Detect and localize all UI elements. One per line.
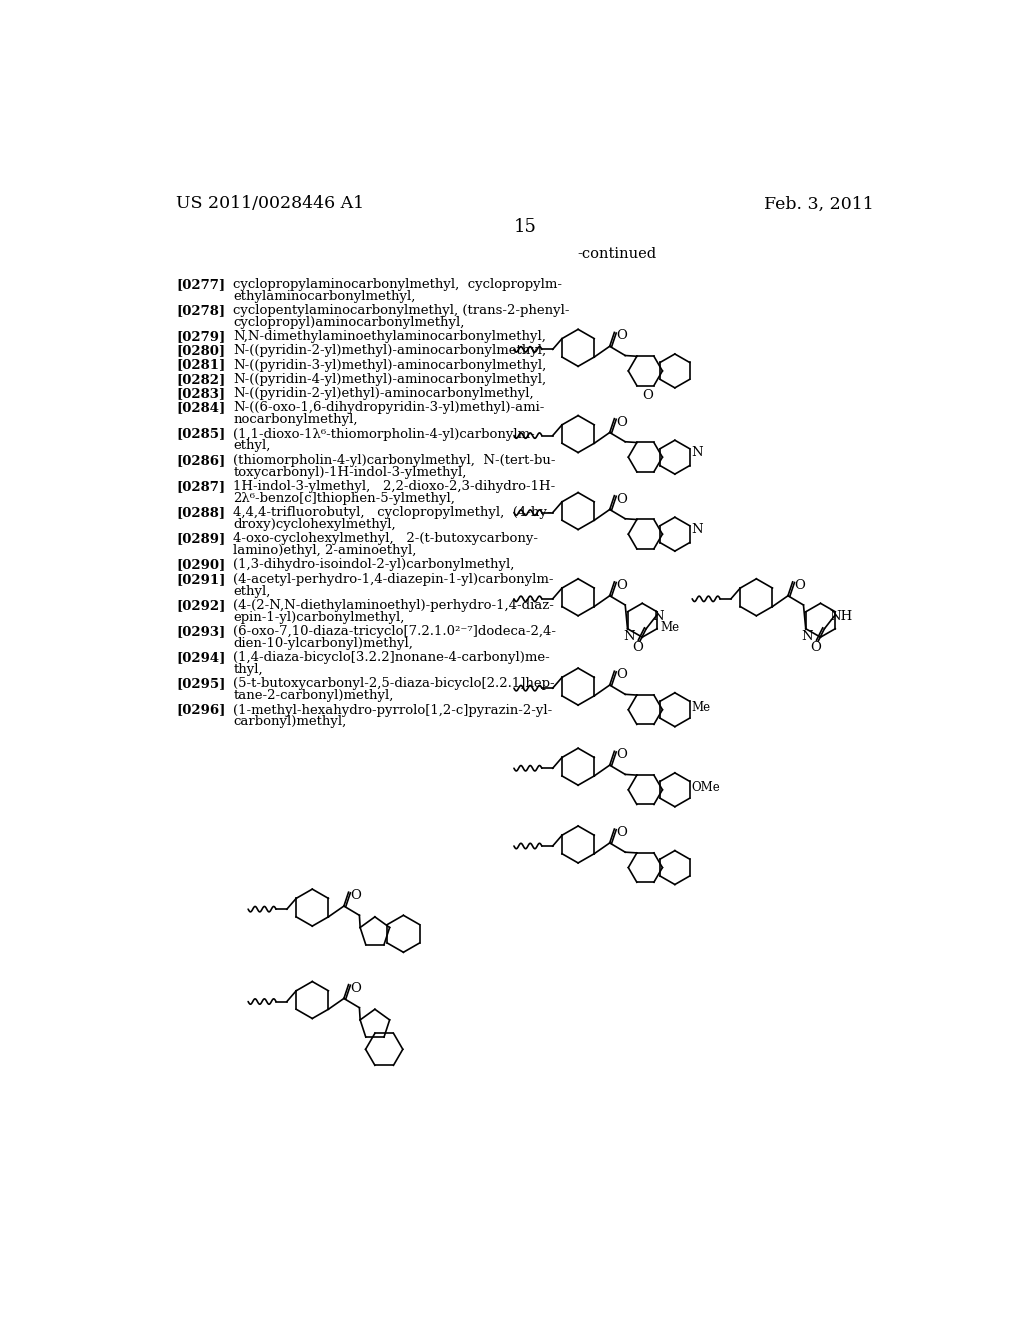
Text: O: O: [615, 416, 627, 429]
Text: toxycarbonyl)-1H-indol-3-ylmethyl,: toxycarbonyl)-1H-indol-3-ylmethyl,: [233, 466, 467, 479]
Text: O: O: [350, 890, 361, 902]
Text: 4,4,4-trifluorobutyl,   cyclopropylmethyl,  (4-hy-: 4,4,4-trifluorobutyl, cyclopropylmethyl,…: [233, 506, 552, 519]
Text: cyclopropylaminocarbonylmethyl,  cyclopropylm-: cyclopropylaminocarbonylmethyl, cyclopro…: [233, 277, 562, 290]
Text: ethyl,: ethyl,: [233, 585, 270, 598]
Text: (5-t-butoxycarbonyl-2,5-diaza-bicyclo[2.2.1]hep-: (5-t-butoxycarbonyl-2,5-diaza-bicyclo[2.…: [233, 677, 555, 690]
Text: ethylaminocarbonylmethyl,: ethylaminocarbonylmethyl,: [233, 289, 416, 302]
Text: O: O: [615, 826, 627, 840]
Text: [0279]: [0279]: [176, 330, 225, 343]
Text: US 2011/0028446 A1: US 2011/0028446 A1: [176, 195, 365, 213]
Text: (6-oxo-7,10-diaza-tricyclo[7.2.1.0²⁻⁷]dodeca-2,4-: (6-oxo-7,10-diaza-tricyclo[7.2.1.0²⁻⁷]do…: [233, 626, 556, 638]
Text: [0283]: [0283]: [176, 387, 225, 400]
Text: -continued: -continued: [578, 247, 656, 261]
Text: N: N: [691, 523, 702, 536]
Text: carbonyl)methyl,: carbonyl)methyl,: [233, 715, 347, 729]
Text: [0295]: [0295]: [176, 677, 225, 690]
Text: thyl,: thyl,: [233, 663, 263, 676]
Text: OMe: OMe: [691, 781, 720, 795]
Text: [0286]: [0286]: [176, 454, 225, 467]
Text: [0278]: [0278]: [176, 304, 225, 317]
Text: lamino)ethyl, 2-aminoethyl,: lamino)ethyl, 2-aminoethyl,: [233, 544, 417, 557]
Text: 4-oxo-cyclohexylmethyl,   2-(t-butoxycarbony-: 4-oxo-cyclohexylmethyl, 2-(t-butoxycarbo…: [233, 532, 539, 545]
Text: O: O: [350, 982, 361, 994]
Text: [0281]: [0281]: [176, 359, 225, 372]
Text: (4-acetyl-perhydro-1,4-diazepin-1-yl)carbonylm-: (4-acetyl-perhydro-1,4-diazepin-1-yl)car…: [233, 573, 554, 586]
Text: O: O: [795, 578, 805, 591]
Text: O: O: [615, 492, 627, 506]
Text: Me: Me: [691, 701, 711, 714]
Text: (1-methyl-hexahydro-pyrrolo[1,2-c]pyrazin-2-yl-: (1-methyl-hexahydro-pyrrolo[1,2-c]pyrazi…: [233, 704, 553, 717]
Text: N-((pyridin-2-yl)methyl)-aminocarbonylmethyl,: N-((pyridin-2-yl)methyl)-aminocarbonylme…: [233, 345, 547, 358]
Text: O: O: [615, 330, 627, 342]
Text: [0284]: [0284]: [176, 401, 225, 414]
Text: droxy)cyclohexylmethyl,: droxy)cyclohexylmethyl,: [233, 517, 396, 531]
Text: (1,4-diaza-bicyclo[3.2.2]nonane-4-carbonyl)me-: (1,4-diaza-bicyclo[3.2.2]nonane-4-carbon…: [233, 651, 550, 664]
Text: Feb. 3, 2011: Feb. 3, 2011: [764, 195, 873, 213]
Text: cyclopropyl)aminocarbonylmethyl,: cyclopropyl)aminocarbonylmethyl,: [233, 315, 465, 329]
Text: N-((pyridin-4-yl)methyl)-aminocarbonylmethyl,: N-((pyridin-4-yl)methyl)-aminocarbonylme…: [233, 372, 547, 385]
Text: [0296]: [0296]: [176, 704, 225, 717]
Text: NH: NH: [829, 610, 852, 623]
Text: [0294]: [0294]: [176, 651, 225, 664]
Text: [0290]: [0290]: [176, 558, 225, 572]
Text: [0282]: [0282]: [176, 372, 225, 385]
Text: [0285]: [0285]: [176, 428, 225, 441]
Text: cyclopentylaminocarbonylmethyl, (trans-2-phenyl-: cyclopentylaminocarbonylmethyl, (trans-2…: [233, 304, 570, 317]
Text: [0293]: [0293]: [176, 626, 225, 638]
Text: [0291]: [0291]: [176, 573, 225, 586]
Text: (thiomorpholin-4-yl)carbonylmethyl,  N-(tert-bu-: (thiomorpholin-4-yl)carbonylmethyl, N-(t…: [233, 454, 556, 467]
Text: 15: 15: [513, 218, 537, 236]
Text: N-((6-oxo-1,6-dihydropyridin-3-yl)methyl)-ami-: N-((6-oxo-1,6-dihydropyridin-3-yl)methyl…: [233, 401, 545, 414]
Text: N-((pyridin-2-yl)ethyl)-aminocarbonylmethyl,: N-((pyridin-2-yl)ethyl)-aminocarbonylmet…: [233, 387, 535, 400]
Text: O: O: [615, 578, 627, 591]
Text: N: N: [623, 630, 635, 643]
Text: [0277]: [0277]: [176, 277, 225, 290]
Text: O: O: [632, 642, 643, 653]
Text: (1,3-dihydro-isoindol-2-yl)carbonylmethyl,: (1,3-dihydro-isoindol-2-yl)carbonylmethy…: [233, 558, 515, 572]
Text: 2λ⁶-benzo[c]thiophen-5-ylmethyl,: 2λ⁶-benzo[c]thiophen-5-ylmethyl,: [233, 492, 456, 504]
Text: nocarbonylmethyl,: nocarbonylmethyl,: [233, 413, 358, 426]
Text: (1,1-dioxo-1λ⁶-thiomorpholin-4-yl)carbonylm-: (1,1-dioxo-1λ⁶-thiomorpholin-4-yl)carbon…: [233, 428, 536, 441]
Text: N: N: [691, 446, 702, 458]
Text: [0292]: [0292]: [176, 599, 225, 612]
Text: O: O: [615, 668, 627, 681]
Text: (4-(2-N,N-diethylaminoethyl)-perhydro-1,4-diaz-: (4-(2-N,N-diethylaminoethyl)-perhydro-1,…: [233, 599, 554, 612]
Text: [0288]: [0288]: [176, 506, 225, 519]
Text: dien-10-ylcarbonyl)methyl,: dien-10-ylcarbonyl)methyl,: [233, 638, 414, 649]
Text: O: O: [642, 389, 653, 403]
Text: [0289]: [0289]: [176, 532, 225, 545]
Text: N-((pyridin-3-yl)methyl)-aminocarbonylmethyl,: N-((pyridin-3-yl)methyl)-aminocarbonylme…: [233, 359, 547, 372]
Text: tane-2-carbonyl)methyl,: tane-2-carbonyl)methyl,: [233, 689, 394, 702]
Text: N: N: [801, 630, 813, 643]
Text: Me: Me: [660, 620, 679, 634]
Text: N: N: [652, 610, 664, 623]
Text: 1H-indol-3-ylmethyl,   2,2-dioxo-2,3-dihydro-1H-: 1H-indol-3-ylmethyl, 2,2-dioxo-2,3-dihyd…: [233, 480, 556, 492]
Text: O: O: [615, 748, 627, 762]
Text: ethyl,: ethyl,: [233, 440, 270, 453]
Text: O: O: [810, 642, 821, 653]
Text: N,N-dimethylaminoethylaminocarbonylmethyl,: N,N-dimethylaminoethylaminocarbonylmethy…: [233, 330, 546, 343]
Text: epin-1-yl)carbonylmethyl,: epin-1-yl)carbonylmethyl,: [233, 611, 404, 624]
Text: [0280]: [0280]: [176, 345, 225, 358]
Text: [0287]: [0287]: [176, 480, 225, 492]
